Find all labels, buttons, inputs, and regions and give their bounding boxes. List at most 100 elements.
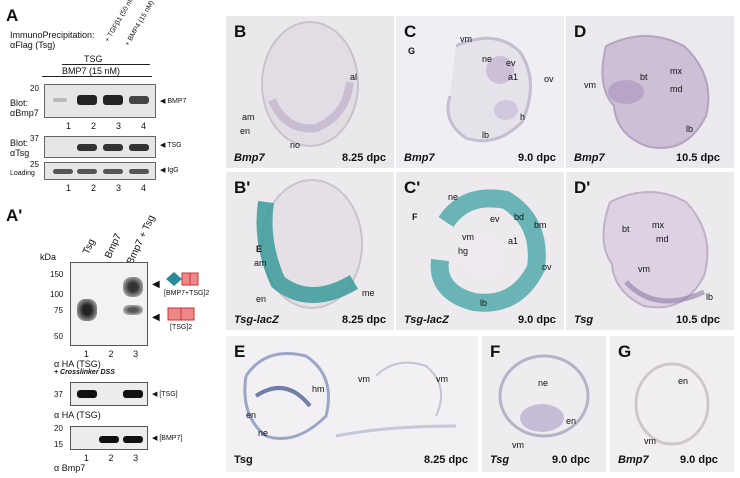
lane-2: 2	[90, 183, 96, 193]
igg-label: ◀ IgG	[160, 167, 179, 174]
panel-d-embryo	[601, 35, 710, 149]
label-mx: mx	[652, 220, 664, 230]
panel-b-prime-stage: 8.25 dpc	[342, 314, 387, 326]
mw-37: 37	[30, 134, 39, 143]
lane-3: 3	[133, 349, 139, 359]
lane-2: 2	[108, 453, 114, 463]
panel-d-prime-stage: 10.5 dpc	[676, 314, 721, 326]
panel-c-prime: C' ne F ev bd bm vm hg a1 ov lb Tsg-lacZ…	[396, 172, 564, 330]
label-a1: a1	[508, 72, 519, 82]
label-ev: ev	[506, 58, 516, 68]
label-ne: ne	[258, 428, 269, 438]
panel-e-gene: Tsg	[234, 454, 253, 466]
crosslink-gel	[70, 262, 148, 346]
tsg-band-label: ◀ [TSG]	[152, 391, 178, 398]
panel-g-stage: 9.0 dpc	[680, 454, 718, 466]
label-a1: a1	[508, 236, 519, 246]
panel-b-prime-gene: Tsg-lacZ	[234, 314, 279, 326]
mw-50: 50	[54, 332, 63, 341]
label-vm: vm	[512, 440, 524, 450]
label-vm: vm	[638, 264, 650, 274]
lane-1: 1	[83, 453, 89, 463]
panel-c-letter: C	[404, 22, 417, 41]
label-h: h	[520, 112, 526, 122]
label-E: E	[256, 244, 263, 254]
label-vm: vm	[584, 80, 596, 90]
dimer-label: [TSG]2	[170, 324, 193, 331]
tsg-band-text: [TSG]	[159, 391, 178, 398]
label-en: en	[246, 410, 257, 420]
panel-d-letter: D	[574, 22, 587, 41]
dimer-icon	[166, 306, 196, 322]
bmp7-blot	[44, 84, 156, 118]
label-vm-2: vm	[436, 374, 448, 384]
panel-f: F ne en vm Tsg 9.0 dpc	[482, 336, 606, 472]
blot1-label-a: Blot:	[10, 98, 29, 108]
complex-label: [BMP7+TSG]2	[164, 290, 210, 297]
panel-f-gene: Tsg	[490, 454, 510, 466]
complex-arrow: ◀	[152, 279, 160, 290]
mw-20: 20	[30, 84, 39, 93]
mw-37b: 37	[54, 390, 63, 399]
lane-2: 2	[90, 121, 96, 131]
complex-icon	[164, 270, 200, 288]
label-lb: lb	[480, 298, 488, 308]
label-vm: vm	[644, 436, 656, 446]
blot1-label-b: αBmp7	[10, 108, 39, 118]
panel-d-prime-letter: D'	[574, 178, 591, 197]
lane-1: 1	[65, 183, 71, 193]
label-bd: bd	[514, 212, 525, 222]
lane-numbers-a2: 1 2 3 4	[56, 183, 156, 193]
label-vm: vm	[462, 232, 474, 242]
lane-3: 3	[133, 453, 139, 463]
panel-d: D vm bt mx md lb Bmp7 10.5 dpc	[566, 16, 734, 168]
lane-numbers-a1: 1 2 3 4	[56, 121, 156, 131]
label-en: en	[256, 294, 267, 304]
panel-b-letter: B	[234, 22, 247, 41]
blot1-band-label: ◀ BMP7	[160, 98, 187, 105]
ha-label-a: α HA (TSG)	[54, 359, 101, 369]
label-me: me	[362, 288, 375, 298]
label-bm: bm	[534, 220, 547, 230]
igg-text: IgG	[167, 167, 179, 174]
panel-c-prime-embryo	[430, 189, 546, 312]
loading-blot	[44, 162, 156, 180]
crosslinker-label: + Crosslinker DSS	[54, 369, 115, 376]
mw-150: 150	[50, 270, 64, 279]
mw-25: 25	[30, 160, 39, 169]
kda-label: kDa	[40, 252, 57, 262]
panel-c-prime-letter: C'	[404, 178, 421, 197]
panel-g-letter: G	[618, 342, 632, 361]
panel-e-stage: 8.25 dpc	[424, 454, 469, 466]
blot1-band-text: BMP7	[167, 98, 187, 105]
lane-numbers-ap2: 1 2 3	[74, 453, 148, 463]
panel-a-letter: A	[6, 6, 19, 25]
blot2-band-text: TSG	[167, 142, 182, 149]
label-lb: lb	[706, 292, 714, 302]
label-ne: ne	[482, 54, 493, 64]
bmp7-ab-label: α Bmp7	[54, 463, 86, 473]
label-F: F	[412, 212, 418, 222]
label-ov: ov	[544, 74, 554, 84]
panel-d-prime-gene: Tsg	[574, 314, 594, 326]
bmp7-gel	[70, 426, 148, 450]
lane-1: 1	[83, 349, 89, 359]
label-en: en	[566, 416, 577, 426]
panel-e-section	[243, 352, 457, 440]
col-bmp7: Bmp7	[103, 231, 125, 261]
lane-1: 1	[65, 121, 71, 131]
label-ne: ne	[538, 378, 549, 388]
bmp7-bracket	[42, 76, 152, 77]
panel-d-prime-embryo	[602, 191, 709, 309]
lane-numbers-ap1: 1 2 3	[74, 349, 148, 359]
tsg-header: TSG	[84, 54, 103, 64]
lane-2: 2	[108, 349, 114, 359]
panel-b: B al am en no Bmp7 8.25 dpc	[226, 16, 394, 168]
panel-c: C G vm ne ev a1 ov h lb Bmp7 9.0 dpc	[396, 16, 564, 168]
panel-f-stage: 9.0 dpc	[552, 454, 590, 466]
panel-e: E hm en ne vm vm Tsg 8.25 dpc	[226, 336, 478, 472]
panel-b-embryo	[261, 21, 359, 147]
panel-c-gene: Bmp7	[404, 152, 435, 164]
panel-b-stage: 8.25 dpc	[342, 152, 387, 164]
loading-label: Loading	[10, 170, 35, 177]
